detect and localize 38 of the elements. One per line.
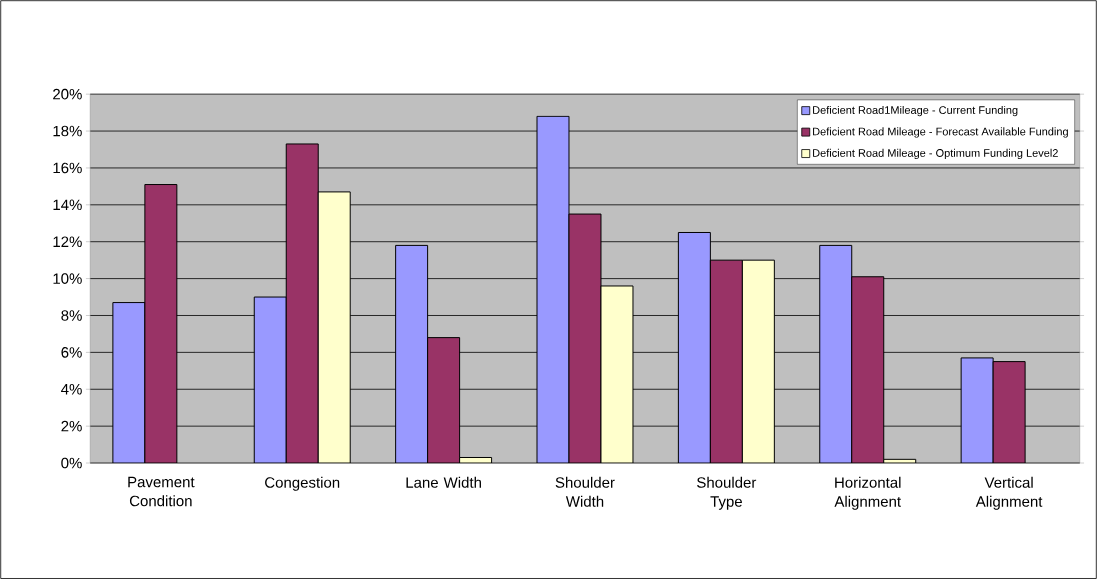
y-tick-label: 2% <box>61 420 82 432</box>
bar <box>709 259 743 463</box>
bar <box>819 244 853 463</box>
y-tick-label: 4% <box>61 383 82 395</box>
bar <box>568 213 602 463</box>
y-tick-label: 12% <box>53 236 82 247</box>
bar <box>395 244 429 463</box>
bar <box>427 337 461 463</box>
y-tick-label: 14% <box>53 199 82 210</box>
y-tick-label: 16% <box>53 162 82 174</box>
bar <box>253 296 287 463</box>
bar <box>536 115 570 463</box>
legend-label: Deficient Road Mileage - Forecast Available Funding <box>813 127 1068 138</box>
bar <box>992 361 1026 463</box>
legend-label: Deficient Road Mileage - Optimum Funding Level2 <box>813 148 1058 159</box>
y-tick-label: 0% <box>61 457 82 469</box>
y-tick-label: 18% <box>53 125 82 137</box>
bar <box>285 143 319 463</box>
bar <box>741 259 775 463</box>
y-tick-label: 6% <box>61 346 82 358</box>
bar <box>144 183 178 463</box>
x-tick-label: Shoulder Width <box>555 476 615 507</box>
x-tick-label: Vertical Alignment <box>975 476 1043 510</box>
y-tick-label: 8% <box>61 310 82 321</box>
bar <box>600 285 634 463</box>
y-tick-label: 20% <box>53 88 82 100</box>
bar <box>960 357 994 463</box>
legend-label: Deficient Road1Mileage - Current Funding <box>813 105 1018 117</box>
bar <box>851 276 885 463</box>
x-tick-label: Shoulder Type <box>697 476 757 510</box>
x-tick-label: Congestion <box>265 476 340 491</box>
x-tick-label: Pavement Condition <box>128 476 195 507</box>
x-tick-label: Horizontal Alignment <box>834 476 901 510</box>
bar <box>317 191 351 463</box>
bar <box>677 231 711 463</box>
bar <box>112 301 146 463</box>
y-tick-label: 10% <box>53 273 82 284</box>
x-tick-label: Lane Width <box>406 476 481 488</box>
